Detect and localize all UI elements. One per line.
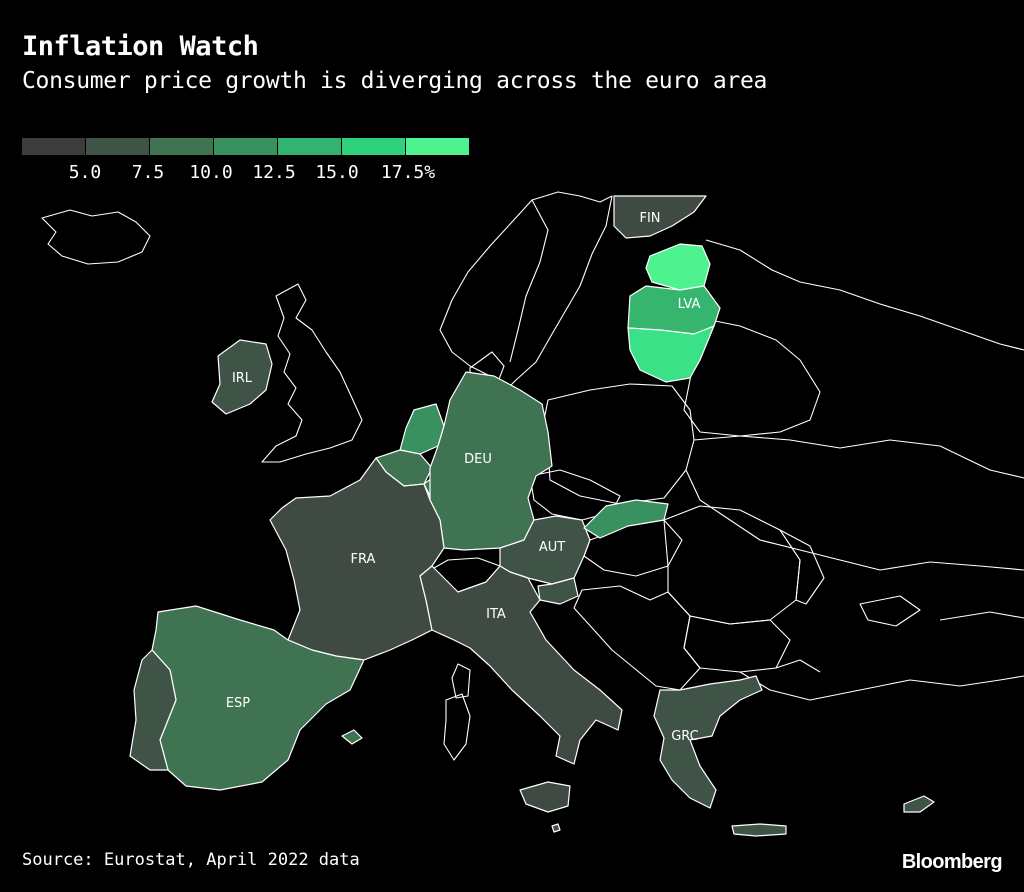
- bulgaria-outline: [683, 615, 791, 673]
- label-grc: GRC: [671, 729, 699, 744]
- legend-bin-1: [22, 138, 86, 155]
- legend-bin-7: [406, 138, 470, 155]
- romania-outline: [663, 505, 801, 625]
- sweden-norway-border: [509, 199, 549, 363]
- poland-outline: [543, 383, 695, 505]
- label-irl: IRL: [232, 371, 253, 386]
- legend-tick: 10.0: [189, 162, 233, 183]
- turkey-outline: [739, 659, 1024, 701]
- country-nld: [399, 403, 445, 455]
- sardinia-outline: [443, 693, 471, 761]
- euro-area-countries: [129, 195, 935, 837]
- legend-tick: 7.5: [131, 162, 165, 183]
- legend-bin-4: [214, 138, 278, 155]
- country-grc: [653, 675, 763, 809]
- chart-subtitle: Consumer price growth is diverging acros…: [22, 68, 768, 94]
- color-legend: [22, 138, 470, 155]
- legend-bin-5: [278, 138, 342, 155]
- bloomberg-logo: Bloomberg: [901, 851, 1003, 873]
- country-est: [645, 243, 711, 291]
- country-esp-balearic: [341, 729, 363, 745]
- country-labels: FIN LVA IRL DEU FRA AUT ITA ESP GRC: [226, 211, 701, 744]
- caucasus-outline: [939, 611, 1024, 621]
- country-cyp: [903, 795, 935, 813]
- label-fra: FRA: [351, 552, 376, 567]
- ukraine-outline: [685, 435, 1024, 571]
- country-irl: [211, 339, 273, 415]
- country-mlt: [551, 823, 561, 833]
- legend-tick: 17.5%: [380, 162, 436, 183]
- country-ita-sicily: [519, 781, 571, 813]
- country-lva: [627, 285, 721, 335]
- balkans-outline: [573, 585, 701, 691]
- russia-belarus-outline: [705, 239, 1024, 351]
- label-deu: DEU: [464, 452, 492, 467]
- legend-bin-3: [150, 138, 214, 155]
- legend-tick: 15.0: [315, 162, 359, 183]
- country-fin: [613, 195, 707, 239]
- belarus-outline: [683, 317, 821, 437]
- source-note: Source: Eurostat, April 2022 data: [22, 850, 360, 870]
- country-prt: [129, 649, 177, 771]
- legend-bin-6: [342, 138, 406, 155]
- corsica-outline: [451, 663, 471, 699]
- country-grc-crete: [731, 823, 787, 837]
- legend-tick: 5.0: [68, 162, 102, 183]
- great-britain-outline: [261, 283, 363, 463]
- crimea-outline: [859, 595, 921, 627]
- moldova-outline: [779, 529, 825, 605]
- scandinavia-outline: [439, 191, 613, 393]
- country-ltu: [627, 325, 715, 383]
- legend-ticks: 5.0 7.5 10.0 12.5 15.0 17.5%: [22, 162, 463, 184]
- legend-tick: 12.5: [252, 162, 296, 183]
- label-fin: FIN: [639, 211, 660, 226]
- label-aut: AUT: [539, 540, 565, 555]
- label-esp: ESP: [226, 696, 250, 711]
- country-svk: [583, 499, 669, 539]
- label-lva: LVA: [678, 297, 701, 312]
- legend-bin-2: [86, 138, 150, 155]
- iceland-outline: [41, 209, 151, 265]
- label-ita: ITA: [486, 607, 506, 622]
- chart-title: Inflation Watch: [22, 31, 259, 62]
- country-ita: [419, 565, 623, 765]
